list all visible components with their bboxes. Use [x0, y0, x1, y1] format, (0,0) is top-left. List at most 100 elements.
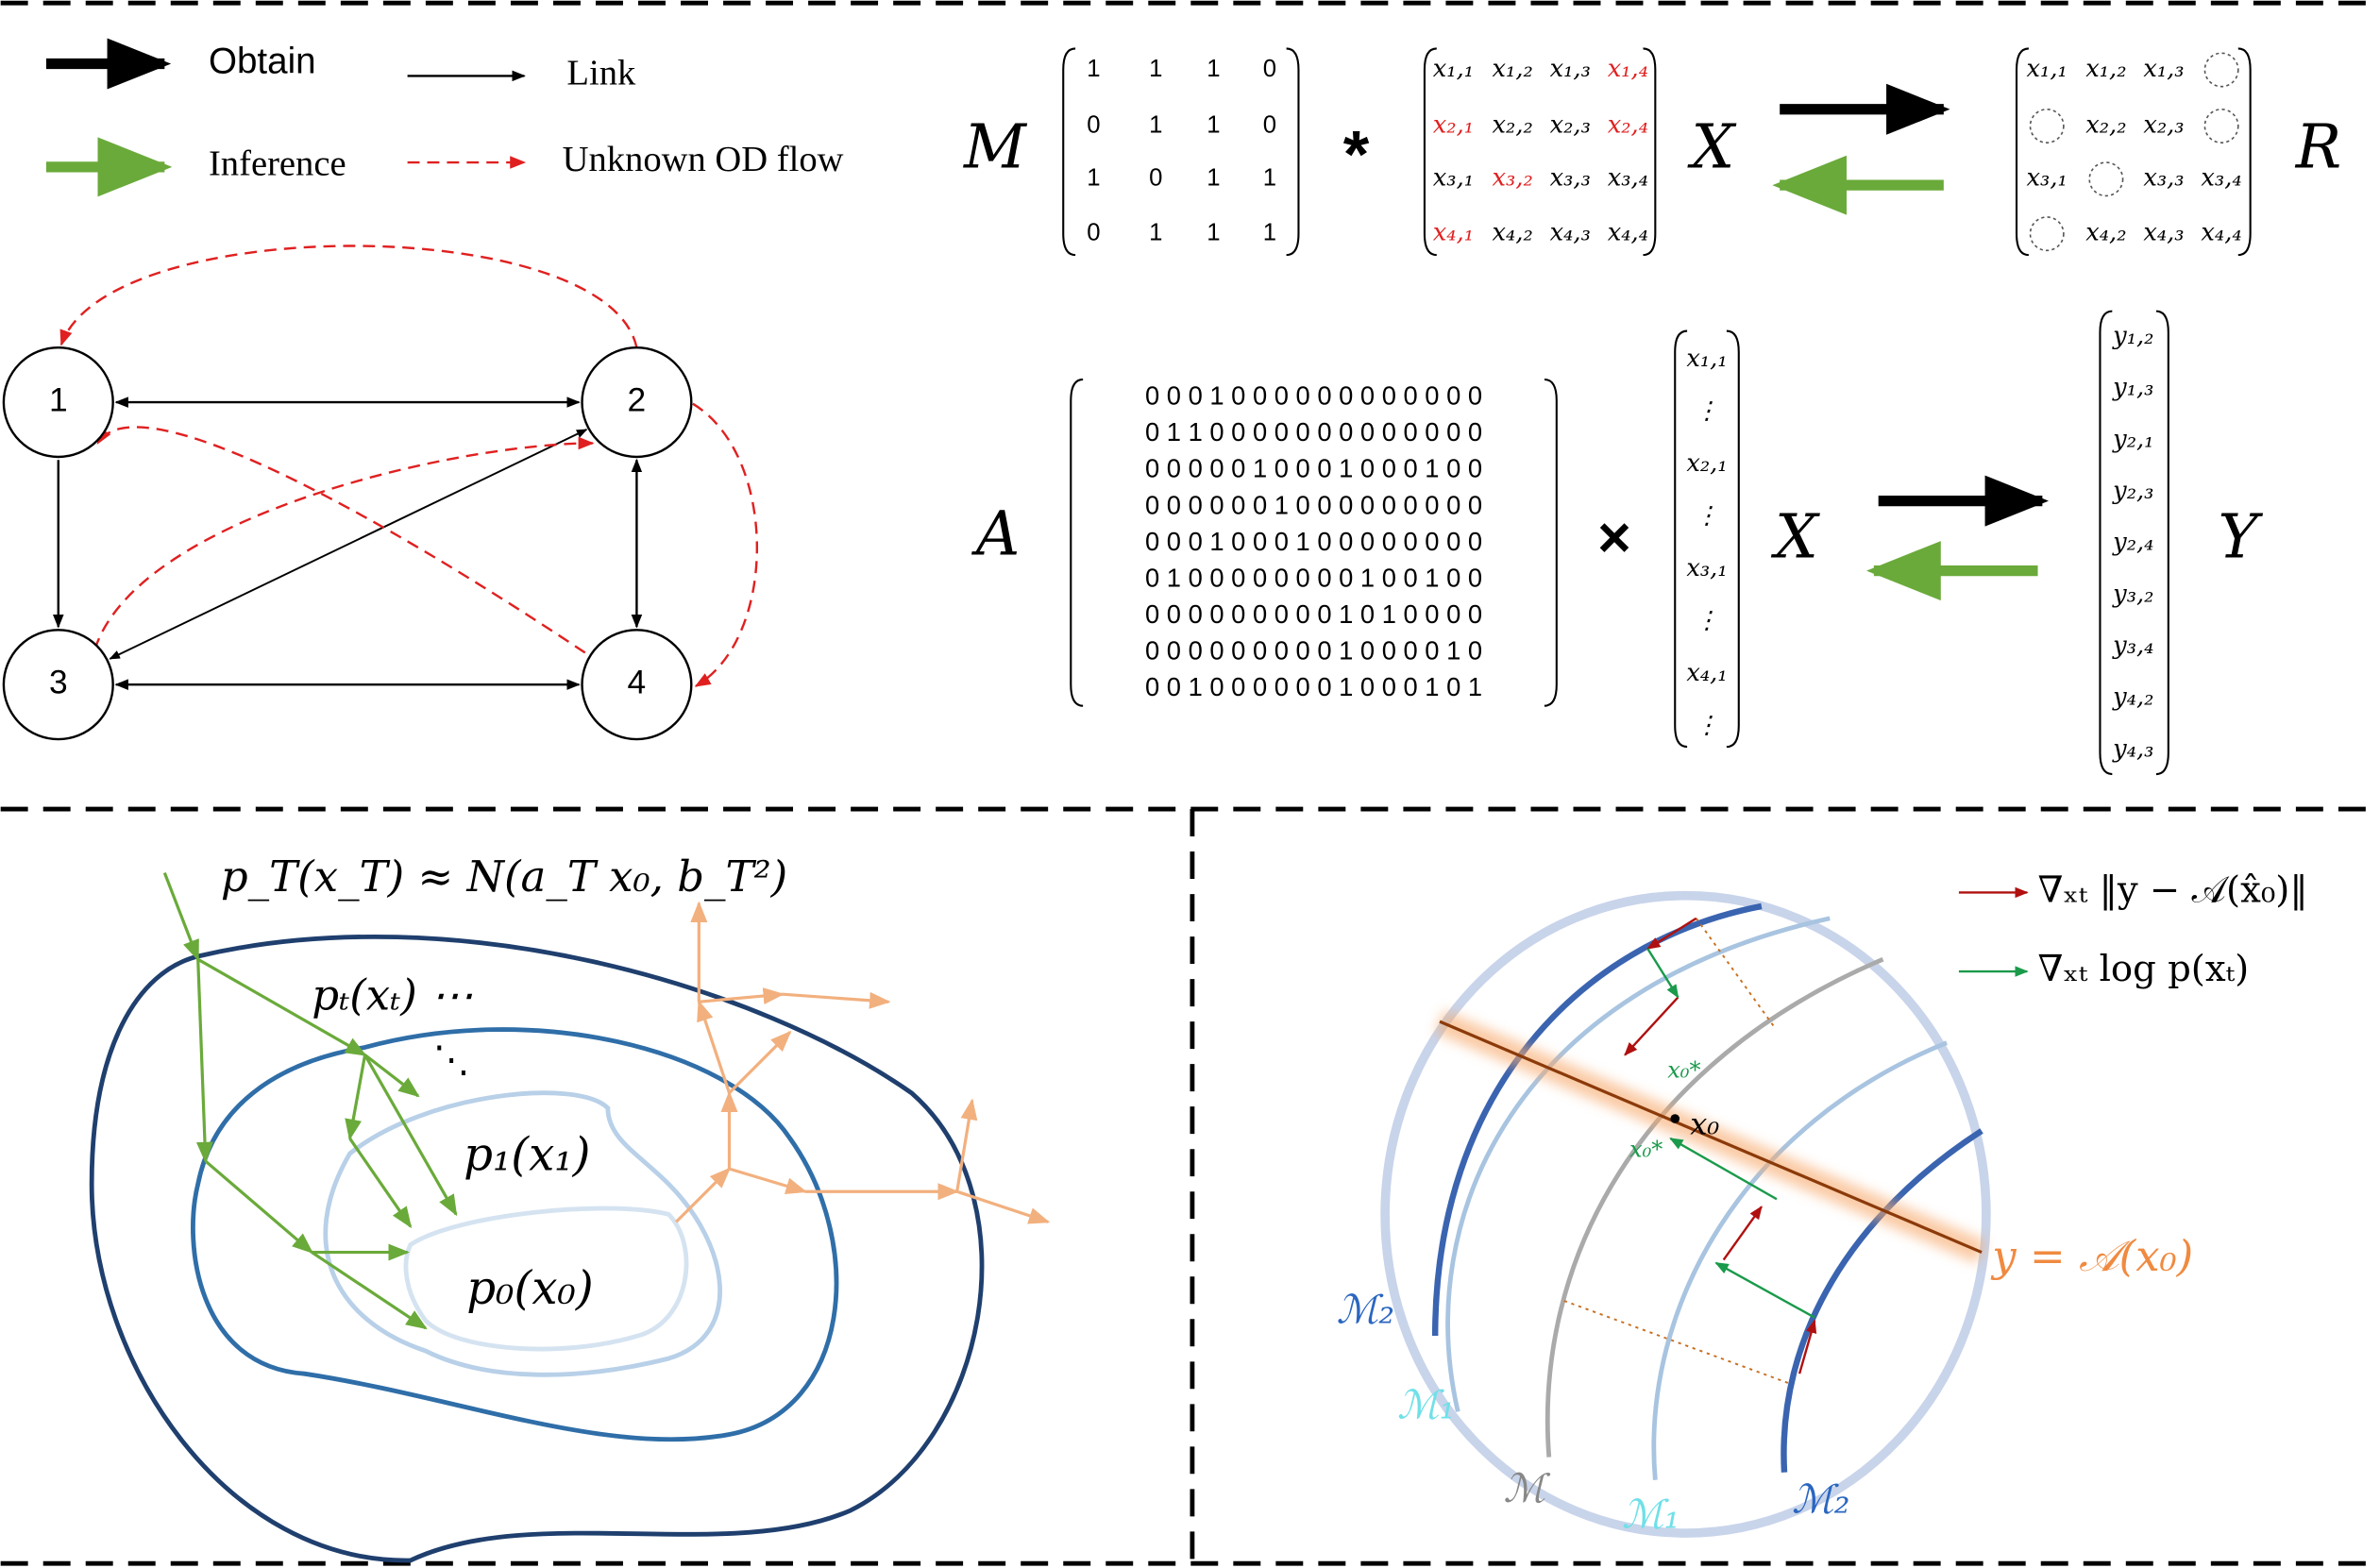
formula: p₁(x₁)	[464, 1128, 590, 1181]
legend-label: Inference	[209, 144, 346, 184]
vector-entry: x₃,₁	[1686, 554, 1727, 582]
point-label: x₀*	[1629, 1136, 1663, 1162]
matrix-entry: x₄,₄	[1608, 219, 1648, 247]
matrix-entry: 1	[1207, 165, 1220, 192]
legend-label: Obtain	[209, 42, 316, 82]
vector-entry: ⋮	[1695, 606, 1719, 634]
matrix-entry: 0	[1263, 56, 1276, 82]
constraint-label: y = 𝒜(x₀)	[1990, 1231, 2193, 1281]
legend-label: ∇ₓₜ ‖y − 𝒜(x̂₀)‖	[2038, 868, 2308, 911]
bracket	[1674, 329, 1740, 749]
vector-entry: x₁,₁	[1686, 345, 1727, 373]
matrix-row: 0 0 1 0 0 0 0 0 0 1 0 0 0 1 0 1	[1145, 672, 1482, 701]
matrix-row: 0 0 0 0 0 0 0 0 0 1 0 0 0 0 1 0	[1145, 636, 1482, 666]
legend-label: Link	[566, 53, 636, 93]
vector-entry: y₁,₃	[2112, 374, 2153, 402]
vector-entry: y₂,₃	[2112, 477, 2153, 505]
matrix-label: Y	[2219, 502, 2264, 573]
legend-label: Unknown OD flow	[563, 140, 844, 179]
matrix-entry: x₄,₂	[2085, 219, 2126, 247]
matrix-entry: 1	[1263, 219, 1276, 245]
matrix-entry: x₁,₂	[1493, 55, 1533, 83]
bracket	[1423, 47, 1657, 257]
matrix-entry: x₃,₃	[1550, 164, 1591, 193]
matrix-row: 0 1 0 0 0 0 0 0 0 0 1 0 0 1 0 0	[1145, 563, 1482, 592]
missing-entry	[2203, 52, 2239, 88]
matrix-entry: 1	[1149, 219, 1162, 245]
node	[2, 629, 114, 741]
matrix-label: X	[1770, 502, 1820, 573]
matrix-entry: x₃,₁	[1433, 164, 1474, 193]
manifold-label: ℳ	[1504, 1465, 1551, 1511]
matrix-entry: x₄,₃	[2143, 219, 2184, 247]
matrix-label: A	[971, 498, 1020, 569]
matrix-entry: 1	[1207, 111, 1220, 138]
matrix-label: R	[2295, 111, 2341, 182]
vector-entry: y₄,₃	[2112, 734, 2153, 763]
arrows	[1772, 83, 2050, 601]
matrix-row: 0 1 1 0 0 0 0 0 0 0 0 0 0 0 0 0	[1145, 417, 1482, 447]
matrix-entry: x₃,₁	[2027, 164, 2068, 193]
bracket	[1070, 378, 1558, 707]
matrix-entry: 0	[1263, 111, 1276, 138]
node-label: 4	[628, 665, 647, 701]
matrix-entry: 0	[1087, 219, 1100, 245]
matrix-row: 0 0 0 0 0 0 0 0 0 1 0 1 0 0 0 0	[1145, 599, 1482, 629]
vector-entry: y₂,₁	[2112, 425, 2153, 453]
matrix-entry: 1	[1087, 165, 1100, 192]
matrix-entry: x₁,₂	[2085, 55, 2126, 83]
missing-entry	[2203, 108, 2239, 143]
matrix-entry: x₂,₃	[1550, 110, 1591, 139]
matrix-entry: x₃,₃	[2143, 164, 2184, 193]
content: Obtain Link Inference Unknown OD flow 1 2 3 4 M 1…	[2, 42, 2341, 1537]
manifold-label: ℳ₁	[1397, 1382, 1455, 1428]
formula: pₜ(xₜ) ⋯	[312, 970, 473, 1020]
bracket	[1062, 47, 1300, 257]
matrix-entry: x₂,₄	[1608, 110, 1648, 139]
matrix-entry: x₃,₄	[1608, 164, 1648, 193]
missing-entry	[2088, 161, 2124, 197]
legend-icons	[45, 38, 527, 197]
matrix-entry: 1	[1087, 56, 1100, 82]
matrix-entry: x₄,₄	[2201, 219, 2241, 247]
matrix-entry: x₃,₂	[1493, 164, 1533, 193]
matrix-row: 0 0 0 0 0 0 1 0 0 0 0 0 0 0 0 0	[1145, 490, 1482, 519]
bracket	[2015, 47, 2252, 257]
missing-entry	[2029, 216, 2065, 252]
vector-entry: y₁,₂	[2112, 322, 2153, 350]
vector-entry: ⋮	[1695, 502, 1719, 531]
vector-entry: y₄,₂	[2112, 683, 2153, 712]
node-label: 2	[628, 381, 647, 418]
manifold-label: ℳ₁	[1622, 1491, 1680, 1537]
manifold-label: ℳ₂	[1337, 1286, 1394, 1332]
matrix-entry: 1	[1149, 111, 1162, 138]
vector-entry: y₃,₄	[2112, 632, 2153, 660]
matrix-entry: x₁,₄	[1608, 55, 1648, 83]
matrix-entry: x₁,₃	[1550, 55, 1591, 83]
matrix-row: 0 0 0 1 0 0 0 1 0 0 0 0 0 0 0 0	[1145, 527, 1482, 556]
missing-entry	[2029, 108, 2065, 143]
matrix-entry: x₂,₁	[1433, 110, 1474, 139]
matrix-row: 0 0 0 0 0 1 0 0 0 1 0 0 0 1 0 0	[1145, 454, 1482, 483]
legend-label: ∇ₓₜ log p(xₜ)	[2038, 948, 2250, 990]
vector-entry: y₃,₂	[2112, 580, 2153, 608]
network-edges	[52, 244, 759, 690]
node-label: 1	[49, 381, 68, 418]
matrix-label: X	[1687, 111, 1737, 182]
matrix-entry: 1	[1207, 219, 1220, 245]
matrix-entry: 1	[1207, 56, 1220, 82]
formula: ⋱	[433, 1039, 470, 1082]
diffusion-contours	[89, 871, 1051, 1563]
matrix-entry: x₄,₁	[1433, 219, 1474, 247]
vector-entry: y₂,₄	[2112, 529, 2153, 557]
matrix-label: M	[963, 111, 1028, 182]
point-label: x₀	[1690, 1106, 1719, 1142]
operator: ×	[1597, 505, 1631, 569]
matrix-entry: x₄,₃	[1550, 219, 1591, 247]
node-label: 3	[49, 665, 68, 701]
node	[2, 346, 114, 459]
matrix-entry: x₁,₃	[2143, 55, 2184, 83]
matrix-entry: x₂,₃	[2143, 110, 2184, 139]
